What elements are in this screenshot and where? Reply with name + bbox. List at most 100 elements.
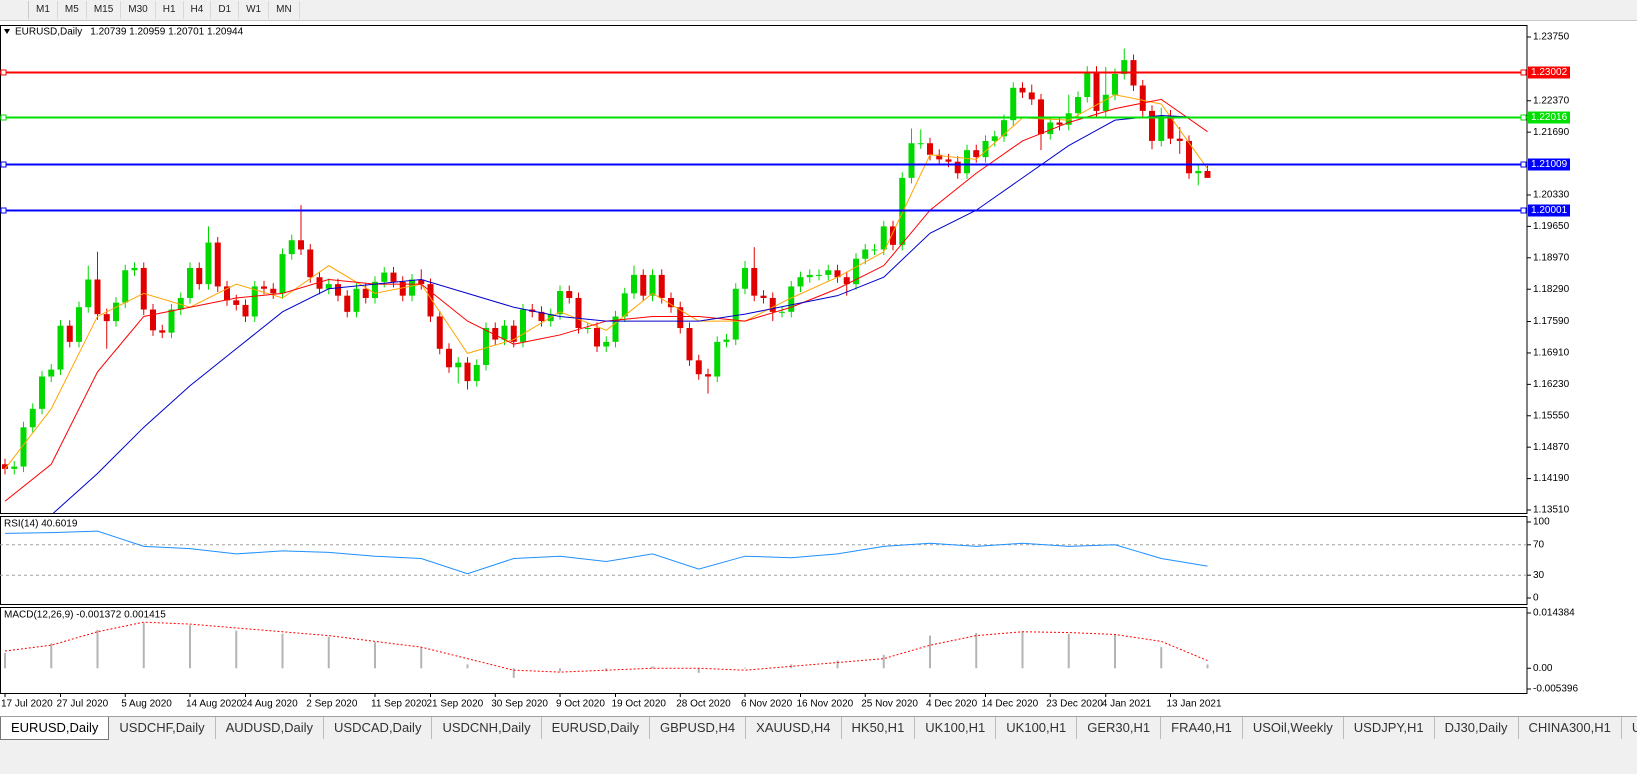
timeframe-button[interactable]: M5 — [58, 1, 87, 19]
candle-body — [1204, 170, 1211, 178]
candle-body — [705, 374, 711, 377]
symbol-tab[interactable]: USDCHF,Daily — [109, 717, 216, 739]
indicator-title: MACD(12,26,9) -0.001372 0.001415 — [4, 610, 166, 621]
candle-body — [76, 307, 82, 342]
y-tick-label: 1.22370 — [1533, 95, 1570, 106]
symbol-tab[interactable]: USDCAD,Daily — [324, 717, 433, 739]
candle-body — [1093, 71, 1100, 111]
candle-body — [631, 274, 637, 294]
candle-body — [520, 309, 526, 342]
y-tick-label: 1.15550 — [1533, 410, 1570, 421]
x-tick-label: 9 Oct 2020 — [556, 699, 605, 710]
candle-body — [880, 226, 887, 250]
candle-body — [270, 288, 277, 294]
timeframe-button[interactable]: H1 — [156, 1, 184, 19]
candle-body — [390, 272, 397, 282]
y-tick-label: 1.19650 — [1533, 221, 1570, 232]
timeframe-button[interactable]: D1 — [211, 1, 240, 19]
level-label-box — [1528, 66, 1570, 79]
symbol-tab[interactable]: USOil,Weekly — [1243, 717, 1344, 739]
candle-body — [353, 288, 360, 312]
candle-body — [66, 325, 73, 342]
candle-body — [159, 330, 166, 333]
panel-frame — [0, 25, 1528, 514]
candle-body — [575, 297, 582, 329]
toolbar-icon[interactable] — [0, 1, 29, 19]
candle-body — [48, 369, 55, 377]
symbol-tab[interactable]: XAUUSD,H4 — [746, 717, 842, 739]
symbol-tab[interactable]: UK100,H1 — [915, 717, 997, 739]
moving-average — [52, 115, 1208, 513]
signal-line — [4, 621, 1208, 673]
candle-body — [621, 293, 628, 317]
candle-body — [1195, 170, 1202, 174]
timeframe-button[interactable]: M30 — [121, 1, 156, 19]
candle-body — [954, 161, 961, 174]
timeframe-button[interactable]: M1 — [29, 1, 58, 19]
candle-body — [409, 279, 415, 296]
x-tick-label: 28 Oct 2020 — [676, 699, 731, 710]
level-label-box — [1528, 204, 1570, 217]
y-tick-label: 1.18290 — [1533, 284, 1570, 295]
candle-body — [288, 240, 295, 255]
candle-body — [2, 464, 8, 469]
candle-body — [131, 267, 138, 271]
y-tick-label: 1.16910 — [1533, 348, 1570, 359]
candle-body — [1167, 115, 1174, 139]
timeframe-button[interactable]: H4 — [184, 1, 212, 19]
candle-body — [769, 297, 776, 312]
candle-body — [1186, 140, 1192, 174]
candle-body — [945, 159, 952, 162]
symbol-tab[interactable]: EURUSD,Daily — [0, 717, 110, 740]
candle-body — [862, 249, 869, 259]
candle-body — [1075, 97, 1081, 114]
x-tick-label: 6 Nov 2020 — [741, 699, 793, 710]
candle-body — [94, 279, 101, 315]
candle-body — [196, 267, 203, 285]
timeframe-button[interactable]: W1 — [239, 1, 270, 19]
timeframe-button[interactable]: MN — [269, 1, 300, 19]
y-tick-label: 1.21690 — [1533, 127, 1570, 138]
candle-body — [492, 328, 499, 340]
level-handle — [0, 207, 7, 214]
candle-body — [140, 267, 147, 310]
symbol-tab[interactable]: UK100,H1 — [996, 717, 1078, 739]
symbol-tab[interactable]: AUDUSD,Daily — [216, 717, 325, 739]
candle-body — [1112, 73, 1118, 95]
y-tick-label: 1.23750 — [1533, 32, 1570, 43]
candle-body — [224, 286, 230, 301]
chart: 1.23750 1.22370 1.21690 1.20330 1.19650 1.189… — [0, 25, 1578, 710]
candle-body — [446, 348, 452, 368]
symbol-tab[interactable]: USOil,... — [1622, 717, 1637, 739]
candle-body — [584, 328, 591, 330]
candle-body — [122, 270, 129, 303]
symbol-tab[interactable]: CHINA300,H1 — [1519, 717, 1622, 739]
symbol-tab[interactable]: DJ30,Daily — [1435, 717, 1519, 739]
x-tick-label: 14 Dec 2020 — [982, 699, 1039, 710]
indicator-title: RSI(14) 40.6019 — [4, 519, 78, 530]
symbol-tab[interactable]: USDJPY,H1 — [1344, 717, 1435, 739]
symbol-tab[interactable]: GBPUSD,H4 — [650, 717, 747, 739]
symbol-tab[interactable]: GER30,H1 — [1077, 717, 1162, 739]
timeframe-button[interactable]: M15 — [87, 1, 122, 19]
level-label: 1.20001 — [1531, 205, 1568, 216]
symbol-tab[interactable]: USDCNH,Daily — [432, 717, 542, 739]
x-tick-label: 14 Aug 2020 — [186, 699, 243, 710]
symbol-tab[interactable]: FRA40,H1 — [1161, 717, 1243, 739]
y-tick-label: 1.16230 — [1533, 379, 1570, 390]
candle-body — [1065, 113, 1072, 125]
candle-body — [686, 328, 693, 361]
candle-body — [168, 309, 175, 333]
candle-body — [1102, 94, 1109, 111]
candle-body — [464, 362, 471, 382]
symbol-tab[interactable]: HK50,H1 — [842, 717, 916, 739]
y-tick-label: 100 — [1533, 517, 1550, 528]
candle-body — [261, 286, 267, 289]
candle-body — [557, 291, 563, 315]
symbol-tab[interactable]: EURUSD,Daily — [542, 717, 650, 739]
candle-body — [788, 286, 795, 312]
candle-body — [418, 279, 425, 285]
candle-body — [649, 274, 656, 296]
candle-body — [279, 254, 286, 294]
title-arrow — [4, 29, 10, 34]
